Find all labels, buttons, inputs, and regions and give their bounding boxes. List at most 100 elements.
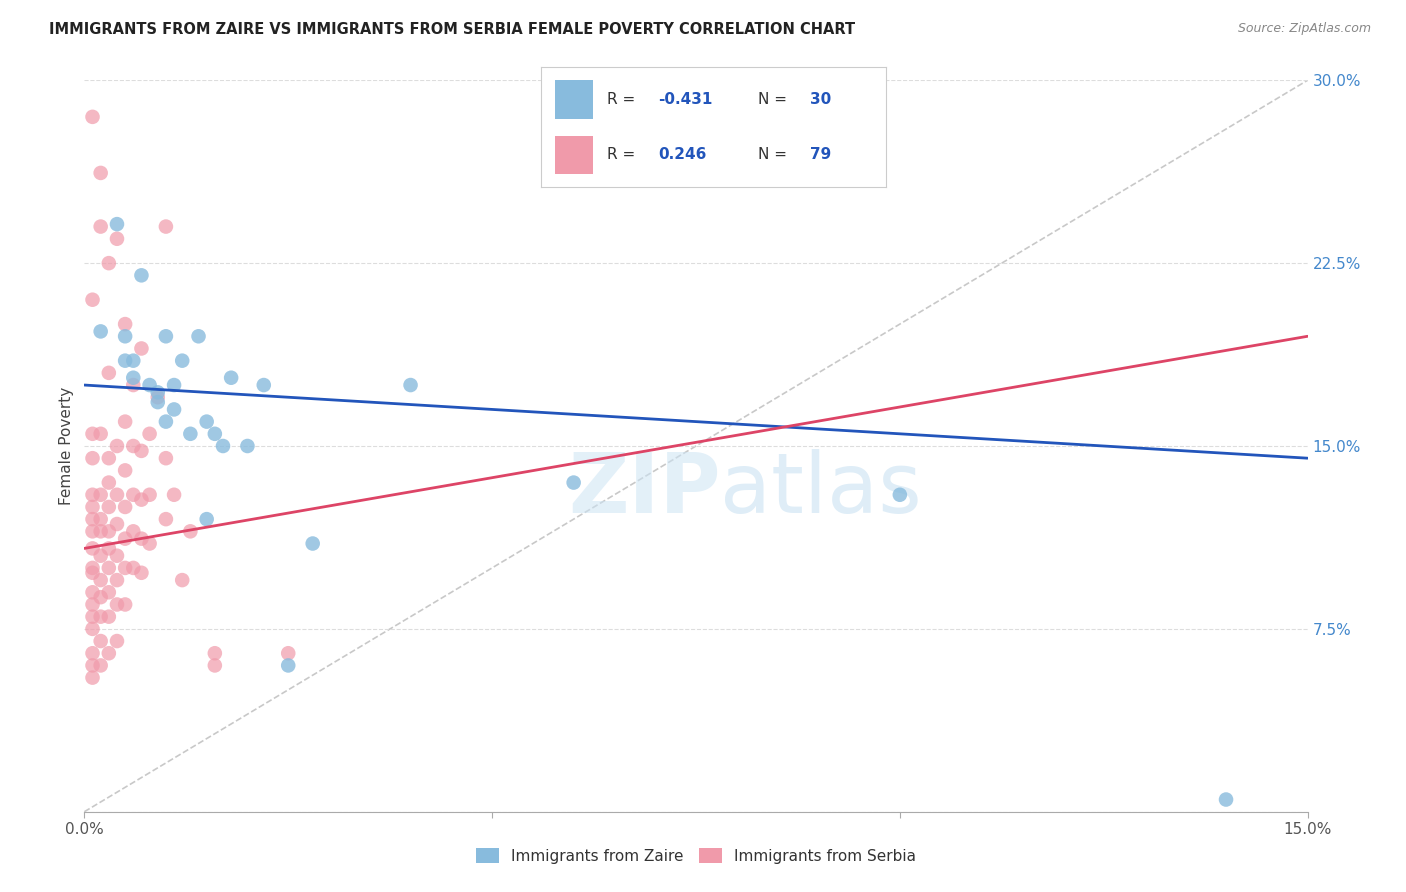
- Text: R =: R =: [607, 92, 636, 107]
- Point: [82, 598, 104, 612]
- Point: [82, 622, 104, 636]
- Point: [114, 463, 136, 477]
- Point: [82, 426, 104, 441]
- Point: [114, 317, 136, 331]
- Point: [146, 385, 169, 400]
- Point: [97, 561, 120, 575]
- Point: [131, 532, 153, 546]
- Point: [204, 646, 226, 660]
- Point: [301, 536, 323, 550]
- Point: [97, 366, 120, 380]
- Point: [82, 524, 104, 539]
- Point: [82, 566, 104, 580]
- Legend: Immigrants from Zaire, Immigrants from Serbia: Immigrants from Zaire, Immigrants from S…: [470, 842, 922, 870]
- Point: [155, 329, 177, 343]
- Point: [114, 532, 136, 546]
- Point: [90, 524, 112, 539]
- Point: [114, 500, 136, 514]
- Point: [105, 516, 128, 531]
- Point: [122, 488, 145, 502]
- Point: [90, 512, 112, 526]
- Y-axis label: Female Poverty: Female Poverty: [59, 387, 75, 505]
- Point: [82, 541, 104, 556]
- Point: [82, 658, 104, 673]
- Point: [399, 378, 422, 392]
- Point: [155, 415, 177, 429]
- Point: [82, 512, 104, 526]
- Point: [131, 492, 153, 507]
- Point: [277, 646, 299, 660]
- Point: [97, 541, 120, 556]
- Point: [82, 451, 104, 466]
- Point: [105, 488, 128, 502]
- Point: [105, 634, 128, 648]
- Point: [114, 415, 136, 429]
- Point: [253, 378, 276, 392]
- Text: 0.246: 0.246: [658, 147, 707, 162]
- Point: [97, 475, 120, 490]
- Point: [90, 658, 112, 673]
- Point: [131, 443, 153, 458]
- Point: [138, 536, 160, 550]
- Point: [105, 598, 128, 612]
- Point: [105, 232, 128, 246]
- Point: [114, 598, 136, 612]
- Point: [122, 370, 145, 384]
- Point: [97, 524, 120, 539]
- Point: [82, 500, 104, 514]
- Text: 30: 30: [810, 92, 831, 107]
- Point: [82, 671, 104, 685]
- Text: -0.431: -0.431: [658, 92, 713, 107]
- Text: IMMIGRANTS FROM ZAIRE VS IMMIGRANTS FROM SERBIA FEMALE POVERTY CORRELATION CHART: IMMIGRANTS FROM ZAIRE VS IMMIGRANTS FROM…: [49, 22, 855, 37]
- Text: Source: ZipAtlas.com: Source: ZipAtlas.com: [1237, 22, 1371, 36]
- Text: N =: N =: [758, 147, 787, 162]
- Point: [90, 609, 112, 624]
- Point: [82, 293, 104, 307]
- Point: [82, 110, 104, 124]
- Point: [155, 451, 177, 466]
- Text: 79: 79: [810, 147, 831, 162]
- Point: [1215, 792, 1237, 806]
- Point: [105, 573, 128, 587]
- Point: [204, 426, 226, 441]
- Point: [204, 658, 226, 673]
- FancyBboxPatch shape: [555, 136, 593, 174]
- Point: [114, 329, 136, 343]
- Point: [105, 549, 128, 563]
- Point: [562, 475, 585, 490]
- Point: [82, 488, 104, 502]
- Point: [122, 353, 145, 368]
- Point: [219, 370, 242, 384]
- Point: [97, 256, 120, 270]
- Point: [236, 439, 259, 453]
- Point: [90, 426, 112, 441]
- Point: [163, 378, 186, 392]
- Point: [90, 590, 112, 604]
- Point: [105, 439, 128, 453]
- Point: [163, 488, 186, 502]
- Point: [97, 500, 120, 514]
- Text: ZIP: ZIP: [568, 450, 720, 531]
- Point: [131, 566, 153, 580]
- Point: [122, 524, 145, 539]
- Point: [122, 439, 145, 453]
- Point: [146, 390, 169, 404]
- Point: [122, 561, 145, 575]
- Point: [131, 268, 153, 283]
- Point: [172, 573, 194, 587]
- Point: [82, 561, 104, 575]
- Point: [277, 658, 299, 673]
- Point: [82, 646, 104, 660]
- Text: atlas: atlas: [720, 450, 922, 531]
- Point: [889, 488, 911, 502]
- Text: R =: R =: [607, 147, 636, 162]
- FancyBboxPatch shape: [555, 80, 593, 119]
- Point: [114, 561, 136, 575]
- Point: [90, 488, 112, 502]
- Point: [82, 609, 104, 624]
- Point: [187, 329, 209, 343]
- Point: [105, 217, 128, 231]
- Point: [97, 585, 120, 599]
- Point: [195, 415, 218, 429]
- Point: [97, 451, 120, 466]
